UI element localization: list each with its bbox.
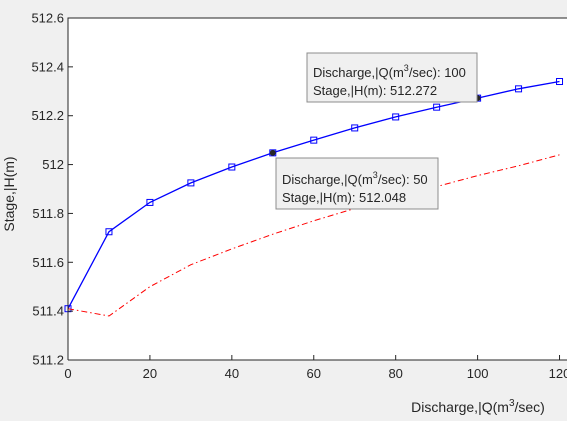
datatip-line1: Discharge,|Q(m3/sec): 50 [282,170,428,187]
series-1-marker [228,163,236,171]
ticks-layer: 0 20 40 60 80 100 120 511.2 511.4 511.6 511.8 512 51… [31,11,567,382]
datatip-anchor-point[interactable] [269,149,276,156]
x-tick-label: 20 [143,366,157,381]
series-1-marker [187,179,195,187]
y-tick-label: 511.6 [32,255,64,270]
x-axis-label: Discharge,|Q(m3/sec) [411,398,545,415]
x-tick-label: 0 [64,366,71,381]
y-tick-label: 512.2 [31,108,64,123]
y-axis-label: Stage,|H(m) [1,156,17,231]
y-tick-label: 512 [42,157,64,172]
datatip-q50[interactable]: Discharge,|Q(m3/sec): 50 Stage,|H(m): 51… [275,157,439,210]
series-1-marker [515,85,523,93]
datatip-q100[interactable]: Discharge,|Q(m3/sec): 100 Stage,|H(m): 5… [306,52,478,103]
datatip-box [275,157,439,210]
series-1-marker [351,124,359,132]
x-tick-label: 100 [467,366,489,381]
series-1-marker [310,136,318,144]
x-tick-label: 60 [307,366,321,381]
series-1-marker [392,113,400,121]
x-tick-label: 40 [225,366,239,381]
series-1-marker [433,103,441,111]
series-1-marker [146,198,154,206]
datatip-line2: Stage,|H(m): 512.272 [313,83,437,98]
series-1-marker [556,78,564,86]
datatip-line2: Stage,|H(m): 512.048 [282,190,406,205]
datatip-line1: Discharge,|Q(m3/sec): 100 [313,63,466,80]
y-tick-label: 511.8 [32,206,64,221]
y-tick-label: 512.6 [31,11,64,26]
x-tick-label: 80 [388,366,402,381]
y-tick-label: 511.4 [32,304,64,319]
y-tick-label: 512.4 [31,59,64,74]
x-tick-label: 120 [549,366,567,381]
y-tick-label: 511.2 [32,353,64,368]
datatip-box [306,52,478,103]
series-1-marker [105,228,113,236]
